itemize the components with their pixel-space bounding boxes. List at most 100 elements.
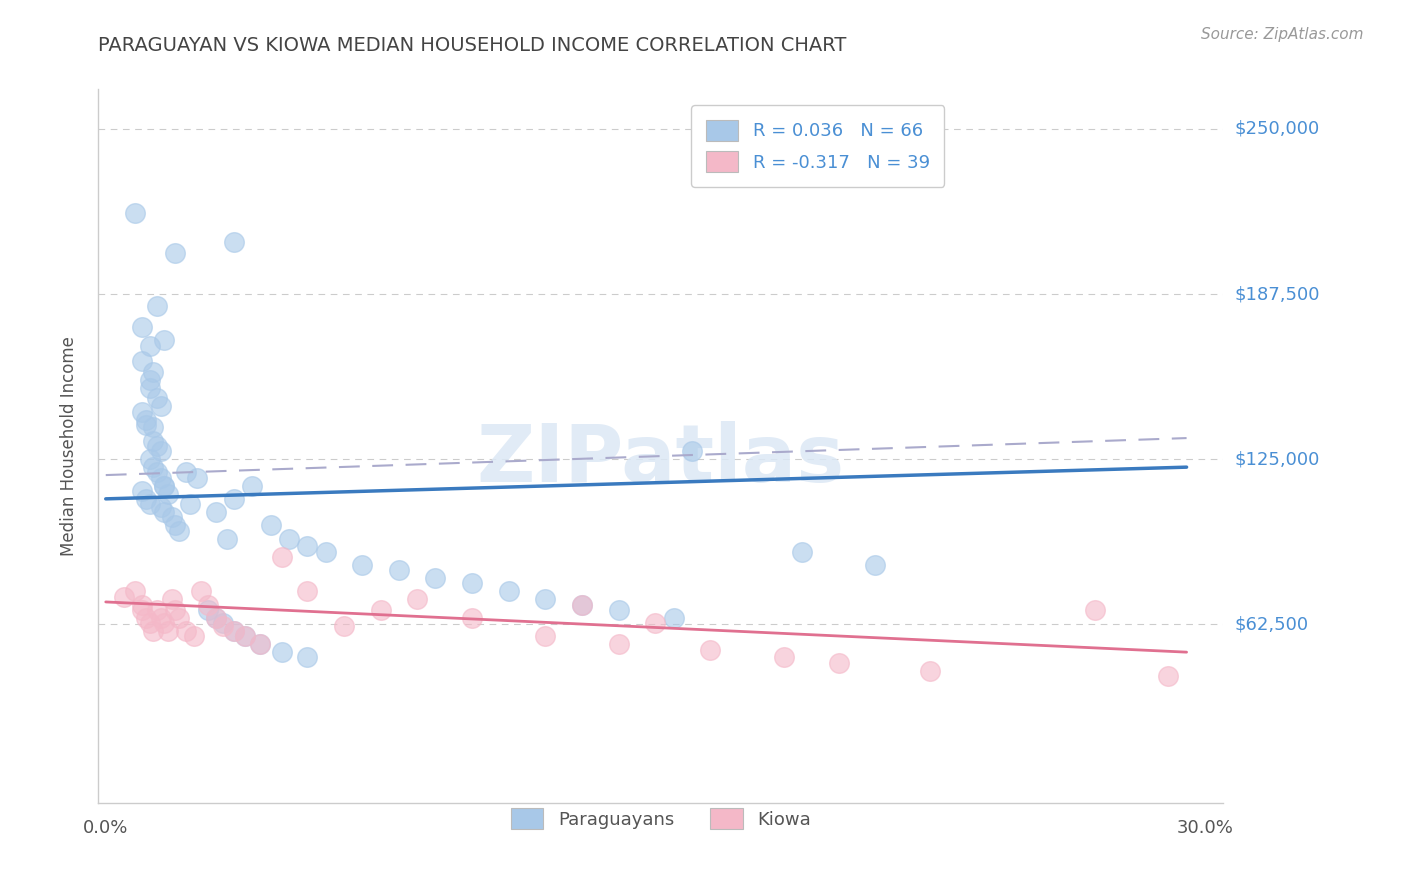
Point: [222, 624, 245, 638]
Point: [249, 637, 271, 651]
Point: [197, 603, 219, 617]
Point: [197, 598, 219, 612]
Point: [131, 404, 153, 418]
Point: [135, 412, 157, 426]
Point: [153, 478, 176, 492]
Point: [135, 491, 157, 506]
Point: [146, 466, 169, 480]
Point: [149, 611, 172, 625]
Point: [534, 629, 557, 643]
Point: [160, 510, 183, 524]
Point: [146, 299, 169, 313]
Point: [772, 650, 794, 665]
Point: [153, 333, 176, 347]
Point: [406, 592, 429, 607]
Text: $62,500: $62,500: [1234, 615, 1309, 633]
Point: [333, 618, 356, 632]
Point: [157, 624, 180, 638]
Point: [827, 656, 849, 670]
Point: [165, 603, 187, 617]
Point: [461, 611, 484, 625]
Point: [149, 400, 172, 414]
Point: [142, 460, 165, 475]
Point: [146, 439, 169, 453]
Point: [167, 611, 190, 625]
Point: [124, 584, 146, 599]
Point: [790, 545, 813, 559]
Point: [315, 545, 337, 559]
Point: [233, 629, 256, 643]
Point: [131, 598, 153, 612]
Point: [135, 611, 157, 625]
Point: [124, 206, 146, 220]
Point: [204, 611, 226, 625]
Point: [146, 392, 169, 406]
Point: [112, 590, 135, 604]
Point: [297, 650, 319, 665]
Point: [212, 616, 235, 631]
Point: [644, 616, 666, 631]
Point: [388, 563, 411, 577]
Point: [270, 645, 292, 659]
Text: $125,000: $125,000: [1234, 450, 1320, 468]
Point: [131, 354, 153, 368]
Point: [204, 611, 226, 625]
Point: [142, 624, 165, 638]
Text: PARAGUAYAN VS KIOWA MEDIAN HOUSEHOLD INCOME CORRELATION CHART: PARAGUAYAN VS KIOWA MEDIAN HOUSEHOLD INC…: [98, 36, 846, 54]
Point: [138, 381, 160, 395]
Point: [135, 417, 157, 432]
Point: [190, 584, 212, 599]
Point: [176, 624, 198, 638]
Point: [222, 624, 245, 638]
Point: [179, 497, 201, 511]
Point: [153, 505, 176, 519]
Point: [160, 592, 183, 607]
Point: [370, 603, 392, 617]
Point: [165, 246, 187, 260]
Point: [131, 483, 153, 498]
Point: [142, 420, 165, 434]
Point: [297, 584, 319, 599]
Point: [215, 532, 238, 546]
Point: [212, 618, 235, 632]
Point: [534, 592, 557, 607]
Y-axis label: Median Household Income: Median Household Income: [59, 336, 77, 556]
Point: [149, 471, 172, 485]
Point: [138, 452, 160, 467]
Point: [278, 532, 301, 546]
Point: [607, 603, 630, 617]
Point: [146, 603, 169, 617]
Point: [863, 558, 886, 572]
Point: [176, 466, 198, 480]
Point: [259, 518, 281, 533]
Point: [167, 524, 190, 538]
Point: [138, 616, 160, 631]
Point: [352, 558, 374, 572]
Point: [571, 598, 593, 612]
Point: [461, 576, 484, 591]
Point: [498, 584, 520, 599]
Point: [142, 434, 165, 448]
Text: Source: ZipAtlas.com: Source: ZipAtlas.com: [1201, 27, 1364, 42]
Point: [149, 444, 172, 458]
Point: [138, 373, 160, 387]
Text: $187,500: $187,500: [1234, 285, 1320, 303]
Point: [425, 571, 447, 585]
Point: [233, 629, 256, 643]
Legend: Paraguayans, Kiowa: Paraguayans, Kiowa: [496, 794, 825, 844]
Point: [186, 471, 208, 485]
Point: [183, 629, 205, 643]
Point: [131, 603, 153, 617]
Point: [138, 497, 160, 511]
Point: [240, 478, 263, 492]
Point: [153, 616, 176, 631]
Point: [131, 320, 153, 334]
Point: [138, 338, 160, 352]
Point: [607, 637, 630, 651]
Point: [149, 500, 172, 514]
Point: [165, 518, 187, 533]
Point: [699, 642, 721, 657]
Point: [222, 235, 245, 250]
Point: [249, 637, 271, 651]
Point: [1157, 669, 1180, 683]
